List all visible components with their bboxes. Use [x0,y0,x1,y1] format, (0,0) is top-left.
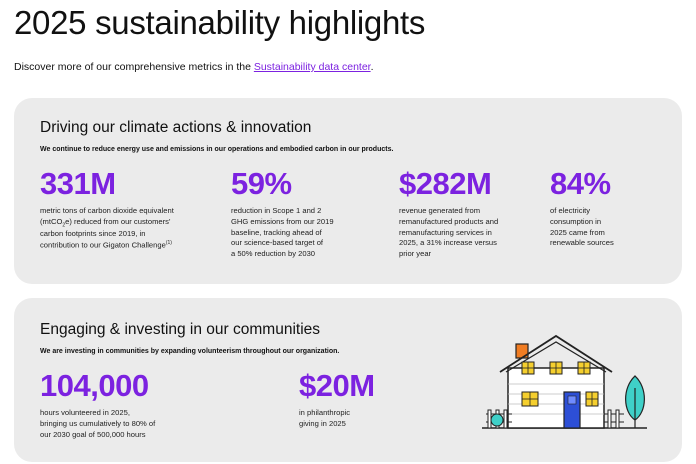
lower-window-panes [522,392,598,406]
page-title: 2025 sustainability highlights [14,4,426,41]
climate-card-subtitle: We continue to reduce energy use and emi… [40,146,394,153]
stat-value: 59% [231,166,292,201]
communities-card-title: Engaging & investing in our communities [40,321,321,338]
stat-philanthropic-giving: $20M in philanthropic giving in 2025 [299,370,375,430]
stat-description: hours volunteered in 2025, bringing us cu… [40,408,156,439]
stat-value: 84% [550,166,611,201]
stat-value: $20M [299,368,375,403]
stat-volunteer-hours: 104,000 hours volunteered in 2025, bringi… [40,370,155,440]
intro-suffix: . [370,61,374,73]
stat-remanufacturing-revenue: $282M revenue generated from remanufactur… [399,168,498,260]
stat-value: $282M [399,166,492,201]
climate-card: Driving our climate actions & innovation… [14,98,682,284]
climate-card-title: Driving our climate actions & innovation [40,119,312,136]
stat-description: metric tons of carbon dioxide equivalent… [40,206,174,250]
stat-ghg-reduction: 59% reduction in Scope 1 and 2 GHG emissi… [231,168,334,260]
intro-text: Discover more of our comprehensive metri… [14,61,374,73]
door-window [567,395,577,405]
stat-carbon-reduced: 331M metric tons of carbon dioxide equiv… [40,168,174,251]
bush [490,413,504,427]
stat-value: 104,000 [40,368,149,403]
stat-description: reduction in Scope 1 and 2 GHG emissions … [231,206,334,259]
stat-description: in philanthropic giving in 2025 [299,408,351,428]
stat-renewable-electricity: 84% of electricity consumption in 2025 cam… [550,168,614,249]
roof [499,334,613,373]
stat-value: 331M [40,166,116,201]
house-illustration [482,334,647,429]
communities-card: Engaging & investing in our communities … [14,298,682,462]
sustainability-data-center-link[interactable]: Sustainability data center [253,61,371,73]
stat-description: of electricity consumption in 2025 came fr… [550,206,614,248]
intro-prefix: Discover more of our comprehensive metri… [14,61,254,73]
stat-description: revenue generated from remanufactured pro… [399,206,499,259]
upper-window-panes [522,362,590,374]
communities-card-subtitle: We are investing in communities by expan… [40,348,340,355]
